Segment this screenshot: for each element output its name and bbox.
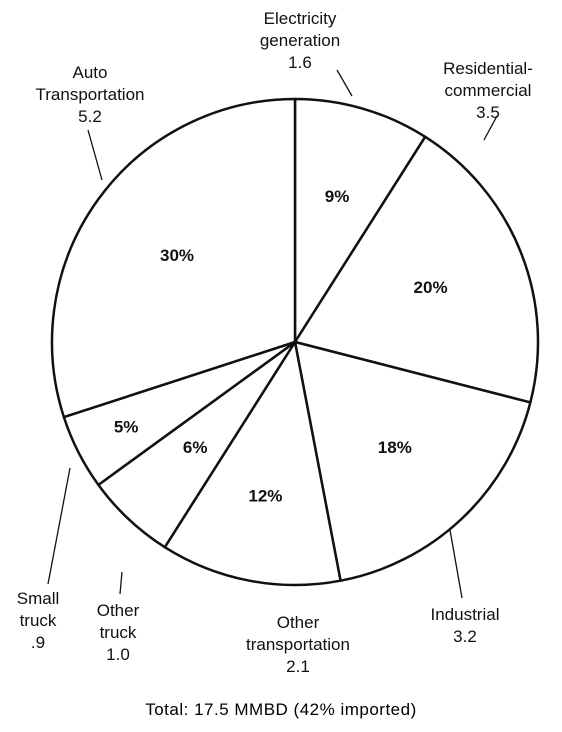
amount-label: 2.1 — [286, 657, 310, 676]
slice-percent: 30% — [160, 246, 194, 265]
slice-label: Other truck 1.0 — [83, 600, 153, 666]
slice-percent: 18% — [378, 438, 412, 457]
pie-slice — [293, 135, 540, 404]
slice-label: Industrial 3.2 — [410, 604, 520, 648]
leader-line — [87, 129, 103, 181]
category-name: Residential-commercial — [443, 59, 533, 100]
category-name: Auto Transportation — [35, 63, 145, 104]
leader-line — [483, 115, 498, 141]
amount-label: 3.2 — [453, 627, 477, 646]
category-name: Electricity generation — [259, 9, 341, 50]
slice-percent: 5% — [114, 418, 139, 437]
leader-line — [47, 467, 71, 585]
pie-slice — [293, 97, 427, 344]
pie-slice — [50, 97, 297, 419]
amount-label: 1.0 — [106, 645, 130, 664]
leader-line — [336, 69, 353, 97]
slice-label: Auto Transportation 5.2 — [25, 62, 155, 128]
slice-percent: 12% — [248, 487, 282, 506]
category-name: Other truck — [96, 601, 140, 642]
leader-line — [449, 529, 463, 599]
amount-label: 1.6 — [288, 53, 312, 72]
amount-label: 5.2 — [78, 107, 102, 126]
slice-percent: 6% — [183, 438, 208, 457]
total-note: Total: 17.5 MMBD (42% imported) — [145, 700, 417, 719]
amount-label: 3.5 — [476, 103, 500, 122]
category-name: Small truck — [16, 589, 60, 630]
slice-label: Electricity generation 1.6 — [240, 8, 360, 74]
slice-percent: 20% — [414, 278, 448, 297]
slice-label: Small truck .9 — [3, 588, 73, 654]
amount-label: .9 — [30, 633, 46, 652]
category-name: Other transportation — [246, 613, 350, 654]
category-name: Industrial — [430, 605, 500, 624]
pie-slice — [163, 340, 342, 587]
slice-label: Residential-commercial 3.5 — [423, 58, 553, 124]
slice-percent: 9% — [325, 187, 350, 206]
slice-label: Other transportation 2.1 — [228, 612, 368, 678]
pie-slice — [293, 340, 532, 582]
leader-line — [119, 571, 123, 595]
